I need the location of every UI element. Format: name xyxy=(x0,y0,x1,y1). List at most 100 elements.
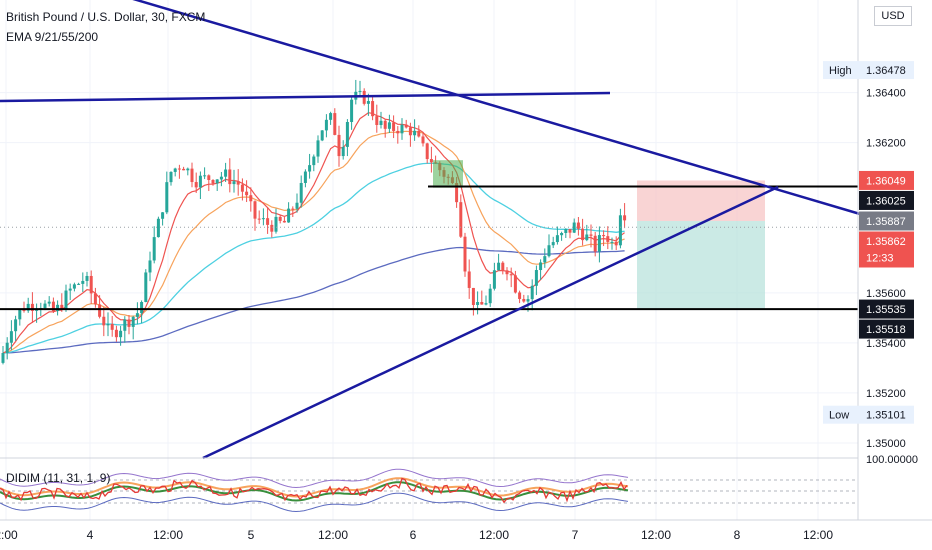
candle xyxy=(56,300,60,316)
candle xyxy=(249,187,253,212)
candle xyxy=(425,142,429,164)
candle xyxy=(560,231,564,241)
stat-box: Low 1.35101 xyxy=(823,405,914,424)
candle xyxy=(156,216,160,238)
candle xyxy=(547,234,551,258)
candle xyxy=(30,292,34,323)
stat-label: High xyxy=(829,65,852,77)
oscillator-top-tick: 100.00000 xyxy=(866,454,918,466)
price-axis-labels: 1.36049 1.36025 1.35887 1.35862 12:33 1.35535… xyxy=(859,170,914,339)
price-axis-label: 1.35518 xyxy=(859,319,914,339)
candle xyxy=(257,210,261,224)
stat-value: 1.35101 xyxy=(866,410,906,422)
candle xyxy=(274,208,278,234)
candle xyxy=(190,162,194,188)
candle xyxy=(501,261,505,275)
candle xyxy=(93,287,97,308)
price-axis-ticks: 1.36400 1.36200 1.35600 1.35400 1.35200 1.350… xyxy=(866,88,906,450)
candle xyxy=(530,279,534,311)
candle xyxy=(228,158,232,193)
oscillator-label[interactable]: DIDIM (11, 31, 1, 9) xyxy=(6,471,110,485)
candle xyxy=(161,212,165,226)
candle xyxy=(106,312,110,337)
candle xyxy=(114,325,118,342)
candle xyxy=(102,307,106,337)
candle xyxy=(429,146,433,173)
candle xyxy=(299,175,303,208)
candle xyxy=(413,119,417,141)
price-axis-label-text: 1.35862 xyxy=(866,236,906,248)
time-tick-label: 7 xyxy=(572,528,579,542)
ema9-line xyxy=(2,112,625,354)
candle xyxy=(568,229,572,239)
horizontal-trendline[interactable] xyxy=(0,91,611,103)
candle xyxy=(564,228,568,238)
oscillator-pane: DIDIM (11, 31, 1, 9) 100.00000 xyxy=(0,454,918,513)
candle xyxy=(329,111,333,125)
candle xyxy=(253,200,257,231)
candle xyxy=(539,259,543,280)
candle xyxy=(5,337,9,360)
candle xyxy=(593,231,597,257)
stat-label: Low xyxy=(829,410,849,422)
candle xyxy=(203,167,207,180)
time-tick-label: 12:00 xyxy=(153,528,183,542)
candle xyxy=(219,171,223,187)
position-reward-zone[interactable] xyxy=(637,220,765,310)
price-axis-label-text: 1.35887 xyxy=(866,216,906,228)
candle xyxy=(543,248,547,268)
candle xyxy=(316,135,320,163)
candle xyxy=(186,167,190,176)
candle xyxy=(392,115,396,139)
candle xyxy=(148,251,152,282)
candle xyxy=(270,220,274,238)
candle xyxy=(484,295,488,306)
candle xyxy=(224,162,228,182)
candle xyxy=(278,214,282,224)
candle xyxy=(287,202,291,223)
candle xyxy=(81,272,85,292)
candle xyxy=(337,125,341,167)
candle xyxy=(64,284,68,312)
candle-series xyxy=(1,79,627,365)
price-axis-label-text: 1.36049 xyxy=(866,175,906,187)
candle xyxy=(236,169,240,196)
time-tick-label: 4 xyxy=(87,528,94,542)
currency-button[interactable]: USD xyxy=(874,6,912,26)
indicator-legend[interactable]: EMA 9/21/55/200 xyxy=(6,30,99,44)
candle xyxy=(9,320,13,351)
price-axis-label: 1.35887 xyxy=(859,211,914,231)
candle xyxy=(576,216,580,236)
candle xyxy=(551,236,555,249)
descending-trendline[interactable] xyxy=(130,0,861,216)
time-tick-label: 6 xyxy=(410,528,417,542)
candle xyxy=(509,267,513,288)
price-axis-label-text: 1.35535 xyxy=(866,304,906,316)
candle xyxy=(14,315,18,341)
ascending-trendline[interactable] xyxy=(202,185,779,460)
candle xyxy=(282,216,286,223)
price-axis-label: 1.36025 xyxy=(859,190,914,210)
candle xyxy=(182,166,186,171)
candle xyxy=(371,96,375,121)
highlight-box[interactable] xyxy=(433,160,463,188)
countdown-text: 12:33 xyxy=(866,252,894,264)
candle xyxy=(89,270,93,304)
price-axis-label-text: 1.35518 xyxy=(866,324,906,336)
time-tick-label: 5 xyxy=(248,528,255,542)
candle xyxy=(459,194,463,238)
price-axis-label: 1.35535 xyxy=(859,299,914,319)
stat-value: 1.36478 xyxy=(866,65,906,77)
candle xyxy=(320,130,324,142)
candle xyxy=(417,125,421,138)
candle xyxy=(131,315,135,340)
candle xyxy=(400,118,404,140)
candle xyxy=(291,206,295,218)
time-tick-label: 12:00 xyxy=(641,528,671,542)
candle xyxy=(312,154,316,172)
candle xyxy=(497,253,501,271)
candle xyxy=(572,218,576,234)
price-tick-label: 1.35000 xyxy=(866,438,906,450)
candle xyxy=(585,224,589,242)
